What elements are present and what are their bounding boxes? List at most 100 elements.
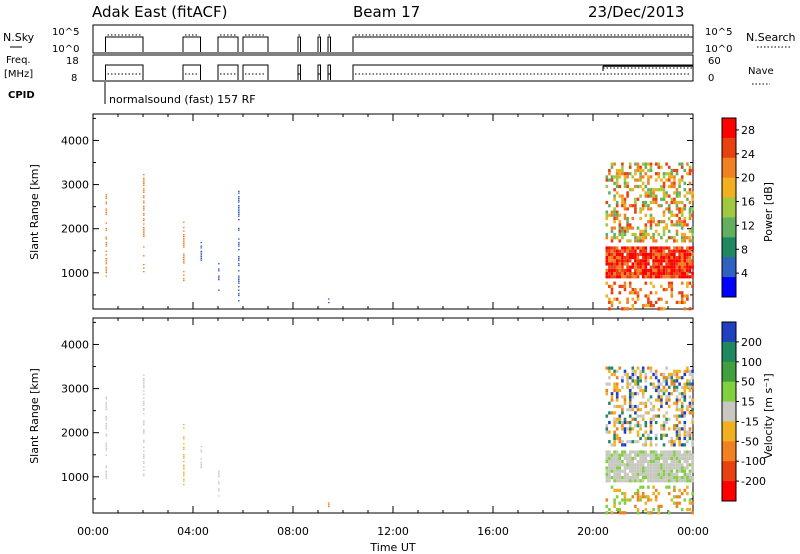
- power-streak-2: [183, 226, 185, 229]
- vel-cell: [675, 453, 679, 457]
- vel-cell: [686, 492, 689, 496]
- vel-cell: [673, 472, 676, 476]
- vel-cell: [649, 382, 653, 386]
- vel-cell: [641, 388, 645, 393]
- power-cell: [608, 272, 611, 276]
- vel-cell: [670, 440, 674, 444]
- vel-cell: [665, 417, 668, 421]
- power-cell: [657, 223, 661, 227]
- vel-streak-0: [105, 435, 108, 437]
- power-cell: [631, 297, 635, 301]
- vel-cell: [639, 408, 642, 412]
- power-cell: [678, 200, 681, 205]
- vel-cell: [649, 430, 653, 434]
- power-cell: [608, 191, 611, 195]
- power-cell: [621, 249, 624, 253]
- vel-cell: [610, 476, 614, 480]
- power-cell: [673, 197, 676, 201]
- power-cell: [623, 197, 627, 201]
- vel-cell: [631, 379, 635, 383]
- vel-cell: [605, 511, 609, 515]
- vel-cell: [626, 498, 629, 502]
- power-cell: [608, 268, 611, 272]
- power-cell: [660, 262, 663, 266]
- power-cell: [615, 252, 619, 256]
- power-cell: [644, 172, 648, 176]
- power-cell: [649, 246, 653, 250]
- vel-cell: [662, 427, 666, 431]
- power-streak-1: [143, 212, 145, 215]
- power-cell: [626, 268, 629, 272]
- freq-unit: [MHz]: [4, 69, 33, 80]
- power-cell: [660, 259, 663, 263]
- vel-cell: [618, 508, 622, 512]
- power-cell: [691, 262, 694, 266]
- power-cell: [639, 194, 642, 198]
- power-cell: [688, 191, 692, 195]
- vel-cell: [680, 401, 684, 405]
- power-cell: [675, 194, 679, 198]
- vel-cell: [654, 376, 658, 380]
- power-cell: [608, 168, 611, 173]
- vel-cell: [649, 456, 653, 460]
- vel-cell: [608, 472, 611, 476]
- power-cell: [652, 265, 655, 269]
- power-cell: [686, 297, 689, 301]
- vel-cell: [639, 472, 642, 476]
- vel-streak-2: [183, 457, 185, 459]
- power-cell: [678, 275, 681, 279]
- power-cell: [641, 229, 645, 233]
- vel-cell: [636, 376, 640, 380]
- vel-streak-1: [143, 400, 145, 403]
- vel-cell: [626, 420, 629, 425]
- vel-cbar-swatch-5: [722, 421, 736, 442]
- power-cell: [688, 236, 692, 240]
- vel-streak-4: [218, 472, 220, 474]
- power-cell: [608, 213, 611, 217]
- power-cell: [623, 184, 627, 189]
- vel-cell: [675, 427, 679, 431]
- power-cell: [680, 175, 684, 179]
- power-cell: [678, 265, 681, 269]
- power-cell: [657, 249, 661, 253]
- vel-cell: [688, 501, 692, 505]
- vel-cell: [657, 511, 661, 515]
- vel-streak-2: [183, 475, 185, 477]
- date-title: 23/Dec/2013: [588, 3, 684, 21]
- velocity-data: [105, 366, 694, 515]
- vel-cell: [626, 440, 629, 444]
- vel-cell: [634, 392, 637, 396]
- vel-cell: [647, 460, 650, 464]
- vel-cell: [649, 479, 653, 483]
- power-cell: [639, 229, 642, 233]
- cpid-label: CPID: [8, 90, 35, 101]
- power-cell: [675, 191, 679, 195]
- vel-cell: [688, 382, 692, 386]
- vel-cell: [615, 385, 619, 389]
- power-cell: [680, 226, 684, 230]
- vel-cell: [691, 479, 694, 483]
- vel-cell: [675, 395, 679, 399]
- power-cell: [688, 168, 692, 173]
- power-cell: [683, 220, 687, 224]
- vel-cell: [610, 460, 614, 464]
- power-cell: [660, 275, 663, 279]
- vel-cell: [636, 498, 640, 502]
- power-cell: [644, 200, 648, 205]
- vel-cell: [626, 382, 629, 386]
- vel-streak-1: [143, 429, 145, 431]
- power-cell: [626, 223, 629, 227]
- power-cell: [673, 262, 676, 266]
- power-cell: [636, 168, 640, 173]
- vel-cbar-swatch-7: [722, 461, 736, 482]
- power-cell: [675, 229, 679, 233]
- power-cell: [621, 165, 624, 169]
- power-cell: [608, 259, 611, 263]
- vel-cell: [634, 379, 637, 383]
- power-streak-5: [238, 289, 240, 291]
- vel-cell: [683, 456, 687, 460]
- power-cell: [680, 232, 684, 237]
- vel-cell: [673, 424, 676, 428]
- vel-streak-2: [183, 436, 185, 438]
- power-cell: [667, 175, 671, 179]
